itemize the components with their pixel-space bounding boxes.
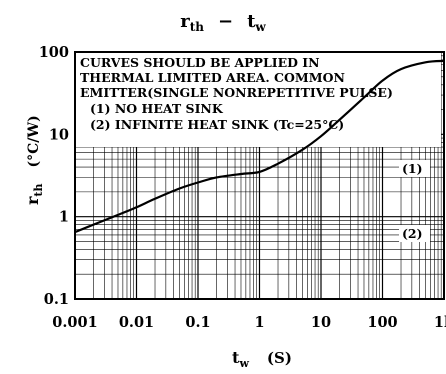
plot-frame [74,51,445,300]
ylabel-main: r [23,196,42,205]
curve-label: (1) [402,161,423,176]
y-tick-label: 1 [59,209,69,226]
y-tick-label: 0.1 [44,291,69,308]
tick-labels: 0.001 0.01 0.1 1 10 100 1k 0.1 1 10 100 [39,44,446,331]
y-tick-label: 10 [49,126,69,143]
xlabel-main: t [232,348,240,367]
x-tick-label: 0.01 [119,314,154,331]
note-line: (2) INFINITE HEAT SINK (Tc=25°C) [90,117,344,132]
note-line: EMITTER(SINGLE NONREPETITIVE PULSE) [80,85,393,100]
xlabel-sub: w [238,357,249,370]
ylabel-sub: th [32,183,45,196]
xlabel-unit: (S) [267,349,292,367]
note-line: THERMAL LIMITED AREA. COMMON [80,70,345,85]
title-main: r [180,11,190,32]
notes-background [76,53,441,147]
ylabel-unit: (°C/W) [26,115,42,167]
curve-label: (2) [402,226,423,241]
note-line: (1) NO HEAT SINK [90,101,224,116]
curve-label-bg [399,225,430,242]
x-tick-label: 100 [367,314,397,331]
title-dash: − [218,11,233,32]
x-tick-label: 1 [254,314,264,331]
x-axis-label: tw (S) [232,348,292,370]
svg-text:rth(°C/W): rth (°C/W) [23,115,45,205]
title-second-sub: w [254,20,266,34]
y-axis-label: rth (°C/W) [23,115,45,205]
curve-layer: (1) (2) [74,59,445,242]
note-line: CURVES SHOULD BE APPLIED IN [80,55,320,70]
title-second: t [247,11,256,32]
x-tick-label: 10 [311,314,331,331]
series-line [74,59,445,234]
x-tick-label: 1k [434,314,446,331]
y-tick-label: 100 [39,44,69,61]
chart-title: rth − tw [180,11,266,34]
curve-label-bg [399,160,430,177]
x-tick-label: 0.001 [52,314,97,331]
title-main-sub: th [190,20,205,34]
x-tick-label: 0.1 [185,314,210,331]
